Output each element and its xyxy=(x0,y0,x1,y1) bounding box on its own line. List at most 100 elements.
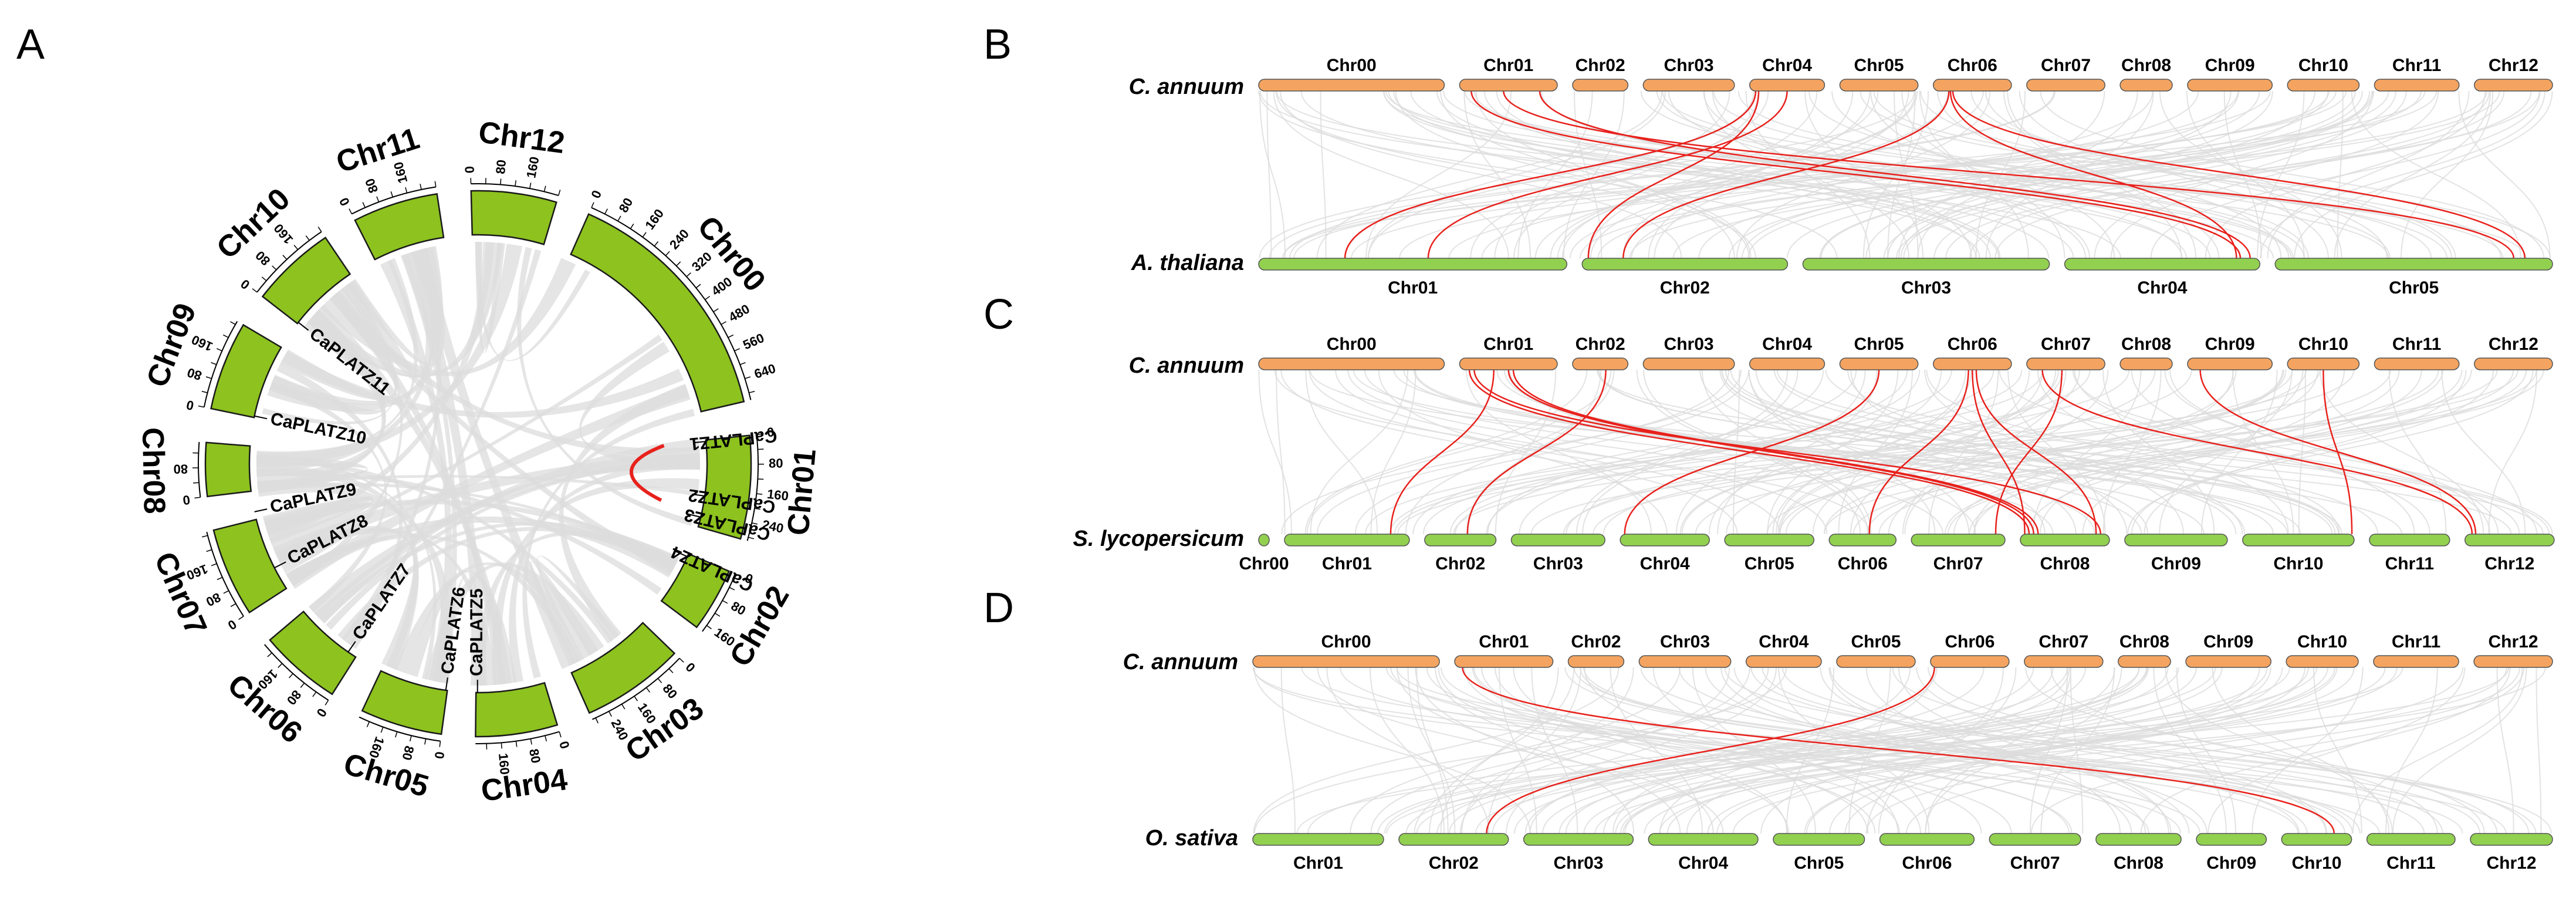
gray-synteny-link xyxy=(1904,369,2109,535)
gray-synteny-link xyxy=(2131,369,2494,535)
chromosome-label-chr01: Chr01 xyxy=(1322,554,1372,573)
chromosome-bar-chr09 xyxy=(2187,79,2273,92)
tick-mark xyxy=(734,348,741,352)
tick-axis-chr07 xyxy=(206,531,244,617)
chromosome-label-chr00: Chr00 xyxy=(1327,56,1377,75)
gray-synteny-link xyxy=(1643,369,1868,535)
gray-synteny-link xyxy=(2441,369,2526,535)
gray-synteny-link xyxy=(2140,667,2511,834)
chromosome-label-chr10: Chr10 xyxy=(2298,56,2348,75)
gray-synteny-link xyxy=(2153,667,2227,834)
tick-label: 80 xyxy=(493,159,509,174)
tick-mark xyxy=(752,522,758,525)
gray-synteny-link xyxy=(1944,369,2472,535)
tick-mark xyxy=(261,276,267,281)
red-synteny-link xyxy=(1466,369,1607,535)
gray-synteny-link xyxy=(1307,667,2140,834)
chromosome-block-chr08 xyxy=(204,441,252,498)
gray-synteny-link xyxy=(1969,90,2490,259)
gray-synteny-link xyxy=(1389,369,2043,535)
red-synteny-link xyxy=(1952,90,2526,259)
gray-synteny-link xyxy=(2074,369,2430,535)
gray-synteny-link xyxy=(1253,667,2181,834)
gray-synteny-link xyxy=(1747,90,2357,259)
gray-synteny-link xyxy=(1850,369,2030,535)
gray-synteny-link xyxy=(1280,667,1296,834)
chromosome-bar-chr03 xyxy=(1510,534,1605,546)
tick-mark xyxy=(409,735,412,742)
tick-axis-chr03 xyxy=(591,657,680,720)
gray-synteny-link xyxy=(1948,369,2527,535)
gray-synteny-link xyxy=(1559,667,2169,834)
chromosome-label-chr02: Chr02 xyxy=(1660,278,1710,298)
chromosome-label-chr01: Chr01 xyxy=(1483,335,1533,354)
gray-synteny-link xyxy=(1440,90,1752,259)
gray-synteny-link xyxy=(1870,90,2115,259)
gray-synteny-link xyxy=(1823,369,2537,535)
gray-synteny-link xyxy=(1597,369,2544,535)
gray-synteny-link xyxy=(2294,90,2553,259)
tick-mark xyxy=(305,235,310,241)
tick-mark xyxy=(434,181,437,187)
chromosome-label-chr07: Chr07 xyxy=(2010,853,2060,873)
gray-synteny-link xyxy=(1394,369,2130,535)
tick-mark xyxy=(657,678,662,683)
tick-mark xyxy=(545,735,547,742)
tick-axis-chr08 xyxy=(198,441,201,498)
tick-mark xyxy=(695,284,701,289)
chromosome-label-chr03: Chr03 xyxy=(1901,278,1951,298)
chromosome-label-chr08: Chr08 xyxy=(2119,632,2169,652)
panel-d-gray-links xyxy=(1252,667,2552,834)
red-synteny-link xyxy=(1587,90,1760,259)
circos-gray-link xyxy=(256,461,368,489)
chromosome-label-chr06: Chr06 xyxy=(1945,632,1994,652)
panel-c-top-chromosomes: Chr00 Chr01 Chr02 Chr03 Chr04 Chr05 Chr06 Chr07… xyxy=(1258,335,2553,370)
red-synteny-link xyxy=(1344,90,1757,259)
chromosome-bar-chr00 xyxy=(1258,534,1270,546)
red-synteny-link xyxy=(1462,667,2335,834)
gray-synteny-link xyxy=(1513,667,1789,834)
gray-synteny-link xyxy=(2337,90,2344,259)
panel-b-red-links xyxy=(1344,90,2526,259)
gray-synteny-link xyxy=(1353,369,2301,535)
gray-synteny-link xyxy=(1370,369,1417,535)
red-synteny-link xyxy=(1503,90,2515,259)
gray-synteny-link xyxy=(2400,90,2494,259)
chromosome-bar-chr09 xyxy=(2196,833,2267,846)
tick-mark xyxy=(211,362,217,365)
gray-synteny-link xyxy=(1486,369,1908,535)
tick-mark xyxy=(729,587,735,590)
red-synteny-link xyxy=(1390,369,1495,535)
tick-mark xyxy=(728,334,734,338)
chromosome-bar-chr02 xyxy=(1572,357,1629,370)
red-synteny-link xyxy=(1473,369,2102,535)
chromosome-label-chr04: Chr04 xyxy=(479,762,569,808)
tick-label: 0 xyxy=(682,660,698,675)
gray-synteny-link xyxy=(1383,90,2050,259)
circos-gray-link xyxy=(530,561,599,666)
tick-axis-chr12 xyxy=(471,183,559,196)
gray-synteny-link xyxy=(1707,667,2338,834)
tick-label: 0 xyxy=(313,706,330,720)
tick-mark xyxy=(206,549,212,552)
panel-b-letter: B xyxy=(983,21,1012,68)
chromosome-label-chr12: Chr12 xyxy=(476,115,567,160)
chromosome-bar-chr06 xyxy=(1930,655,2010,668)
chromosome-label-chr04: Chr04 xyxy=(1762,335,1812,354)
tick-label: 160 xyxy=(496,752,512,775)
chromosome-label-chr07: Chr07 xyxy=(1933,554,1983,573)
tick-mark xyxy=(193,482,200,484)
gray-synteny-link xyxy=(1804,667,2271,834)
gray-synteny-link xyxy=(1414,667,1750,834)
gene-marker xyxy=(445,677,448,691)
chromosome-bar-chr03 xyxy=(1523,833,1634,846)
gray-synteny-link xyxy=(2388,369,2447,535)
gray-synteny-link xyxy=(1530,369,2519,535)
gray-synteny-link xyxy=(1640,667,2353,834)
chromosome-label-chr01: Chr01 xyxy=(1483,56,1533,75)
chromosome-label-chr10: Chr10 xyxy=(2297,632,2347,652)
gray-synteny-link xyxy=(1624,667,2197,834)
chromosome-bar-chr07 xyxy=(2026,79,2105,92)
tick-mark xyxy=(543,185,546,192)
chromosome-bar-chr00 xyxy=(1252,655,1440,668)
